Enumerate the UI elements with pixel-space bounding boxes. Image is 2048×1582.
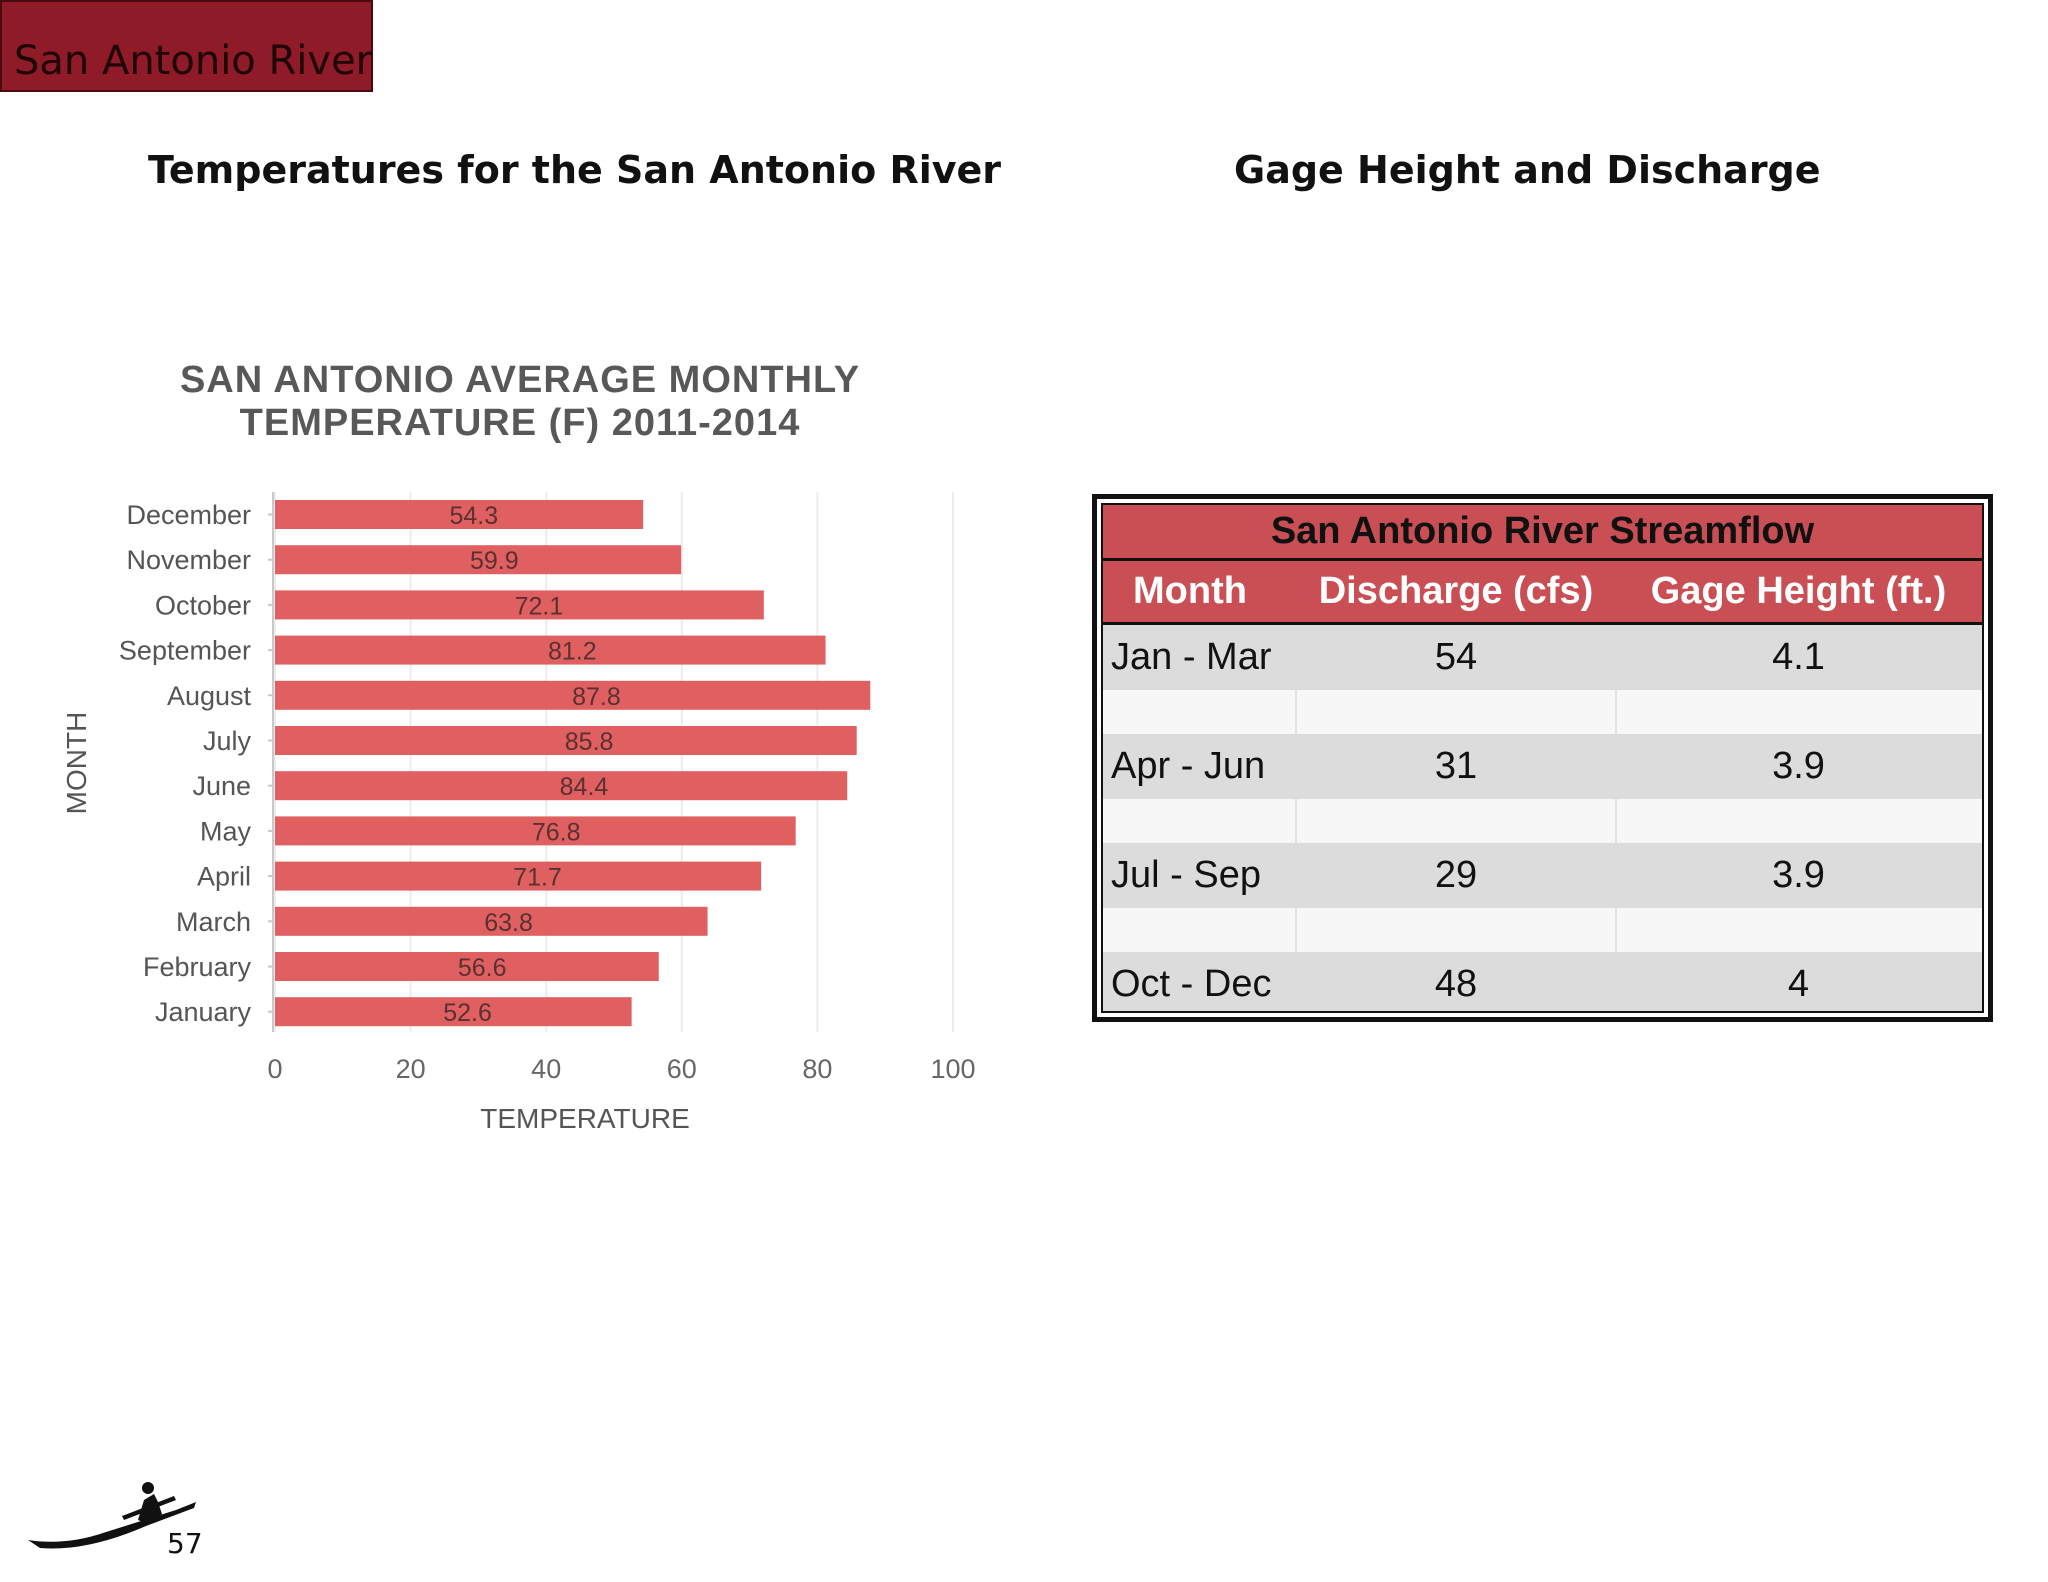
bar [275, 500, 644, 529]
cell-discharge: 31 [1434, 745, 1478, 787]
chart-x-tick-labels: 0 20 40 60 80 100 [267, 1054, 975, 1084]
bar [275, 680, 871, 710]
bar [275, 816, 796, 846]
table-spacer-row [1103, 799, 1982, 843]
streamflow-table-header: Month Discharge (cfs) Gage Height (ft.) [1103, 561, 1982, 625]
bar-value-label: 81.2 [548, 638, 597, 666]
cell-gage-height: 4 [1787, 963, 1810, 1005]
table-row: Oct - Dec 48 4 [1103, 952, 1982, 1011]
cell-month: Oct - Dec [1111, 963, 1272, 1005]
bar-value-label: 85.8 [565, 728, 614, 756]
table-row: Jan - Mar 54 4.1 [1103, 625, 1982, 690]
bar-value-label: 52.6 [443, 999, 492, 1027]
x-tick-label: 20 [396, 1054, 426, 1084]
x-tick-label: 100 [930, 1054, 975, 1084]
temperature-bar-chart: SAN ANTONIO AVERAGE MONTHLY TEMPERATURE … [61, 359, 976, 1134]
bar-value-label: 71.7 [513, 864, 562, 892]
cell-gage-height: 3.9 [1772, 745, 1825, 787]
x-axis-title: TEMPERATURE [480, 1103, 690, 1134]
y-tick-label: May [200, 816, 252, 846]
bar-value-label: 72.1 [515, 592, 564, 620]
section-tab-label: San Antonio River [14, 38, 373, 84]
table-spacer-row [1103, 690, 1982, 734]
bar [275, 590, 764, 620]
temperature-heading: Temperatures for the San Antonio River [148, 148, 1002, 192]
y-tick-label: February [143, 952, 252, 982]
streamflow-table: San Antonio River Streamflow Month Disch… [1092, 494, 1993, 1022]
x-tick-label: 40 [531, 1054, 561, 1084]
bar [275, 635, 826, 665]
bar-value-label: 87.8 [572, 683, 621, 711]
cell-discharge: 29 [1434, 854, 1478, 896]
bar [275, 771, 848, 801]
bar-value-label: 54.3 [449, 502, 498, 530]
table-row: Apr - Jun 31 3.9 [1103, 734, 1982, 799]
x-tick-label: 60 [667, 1054, 697, 1084]
bar-value-label: 84.4 [560, 773, 609, 801]
bar [275, 906, 708, 936]
y-tick-label: June [192, 771, 251, 801]
gage-heading: Gage Height and Discharge [1234, 148, 1821, 192]
cell-month: Jan - Mar [1111, 636, 1272, 678]
header-gage-height: Gage Height (ft.) [1650, 570, 1947, 612]
header-discharge: Discharge (cfs) [1318, 570, 1594, 612]
y-axis-title: MONTH [61, 712, 92, 815]
chart-title: SAN ANTONIO AVERAGE MONTHLY TEMPERATURE … [180, 359, 860, 444]
chart-bar-labels: 54.3 59.9 72.1 81.2 87.8 85.8 84.4 76.8 71.7 63.8… [443, 502, 621, 1027]
y-tick-label: July [203, 726, 252, 756]
bar [275, 545, 682, 575]
table-row: Jul - Sep 29 3.9 [1103, 843, 1982, 908]
y-tick-label: October [155, 590, 251, 620]
cell-gage-height: 3.9 [1772, 854, 1825, 896]
cell-gage-height: 4.1 [1772, 636, 1825, 678]
y-tick-label: April [197, 862, 251, 892]
cell-discharge: 48 [1434, 963, 1478, 1005]
bar-value-label: 59.9 [470, 547, 519, 575]
page-number: 57 [167, 1527, 203, 1560]
y-tick-label: November [126, 545, 251, 575]
bar-value-label: 63.8 [484, 909, 533, 937]
chart-title-line-1: SAN ANTONIO AVERAGE MONTHLY [180, 359, 860, 401]
cell-month: Apr - Jun [1111, 745, 1266, 787]
bar [275, 726, 857, 755]
y-tick-label: January [155, 997, 252, 1027]
bar-value-label: 56.6 [458, 954, 507, 982]
x-tick-label: 80 [802, 1054, 832, 1084]
cell-discharge: 54 [1434, 636, 1478, 678]
streamflow-table-inner: San Antonio River Streamflow Month Disch… [1101, 503, 1984, 1013]
chart-y-tick-labels: December November October September August Ju… [119, 500, 273, 1027]
bar-value-label: 76.8 [532, 818, 581, 846]
streamflow-table-title: San Antonio River Streamflow [1103, 505, 1982, 561]
section-tab: San Antonio River [0, 0, 373, 92]
bar [275, 952, 659, 981]
chart-title-line-2: TEMPERATURE (F) 2011-2014 [240, 402, 801, 444]
chart-gridlines [274, 492, 954, 1032]
y-tick-label: September [119, 636, 251, 666]
x-tick-label: 0 [267, 1054, 282, 1084]
bar [275, 861, 762, 891]
bar [275, 997, 632, 1027]
y-tick-label: December [126, 500, 251, 530]
table-spacer-row [1103, 908, 1982, 952]
header-month: Month [1133, 570, 1247, 612]
chart-bars [275, 500, 871, 1027]
y-tick-label: March [176, 907, 251, 937]
cell-month: Jul - Sep [1111, 854, 1261, 896]
y-tick-label: August [167, 681, 252, 711]
kayaker-icon [28, 1482, 196, 1549]
